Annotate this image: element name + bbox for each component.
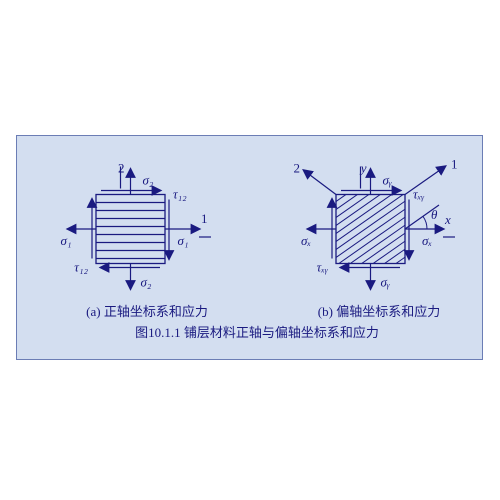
- figure-container: σ₂2σ₂1σ₁σ₁τ₁₂τ₁₂σᵧyσᵧxσₓσₓτₓᵧτₓᵧ12θ(a) 正…: [16, 135, 483, 360]
- label-sigmay-bot: σᵧ: [381, 275, 390, 290]
- caption-a: (a) 正轴坐标系和应力: [47, 301, 247, 320]
- label-sigma1-left: σ₁: [61, 233, 72, 248]
- label-sigmay-top: σᵧ: [383, 173, 392, 188]
- main-caption: 图10.1.1 铺层材料正轴与偏轴坐标系和应力: [77, 322, 437, 341]
- label-sigmax-right: σₓ: [422, 233, 432, 248]
- label-tau12-top: τ₁₂: [173, 187, 187, 202]
- label-tauxy-bot: τₓᵧ: [317, 260, 328, 275]
- label-num1: 1: [451, 157, 458, 172]
- label-sigma2-bot: σ₂: [141, 275, 152, 290]
- panel-b-square: [336, 195, 405, 264]
- panel-a-square: [96, 195, 165, 264]
- theta-arc: [423, 216, 427, 229]
- label-sigmax-left: σₓ: [301, 233, 311, 248]
- label-num2: 2: [294, 161, 301, 176]
- label-tauxy-top: τₓᵧ: [413, 187, 424, 202]
- label-sigma1-right: σ₁: [178, 233, 189, 248]
- off-axis-1: [405, 167, 445, 195]
- off-axis-2: [304, 171, 336, 195]
- label-axis-1: 1: [201, 211, 208, 226]
- caption-b: (b) 偏轴坐标系和应力: [279, 301, 479, 320]
- label-axis-x: x: [444, 212, 451, 227]
- label-axis-2: 2: [118, 161, 125, 176]
- label-sigma2-top: σ₂: [143, 173, 154, 188]
- label-tau12-bot: τ₁₂: [74, 260, 88, 275]
